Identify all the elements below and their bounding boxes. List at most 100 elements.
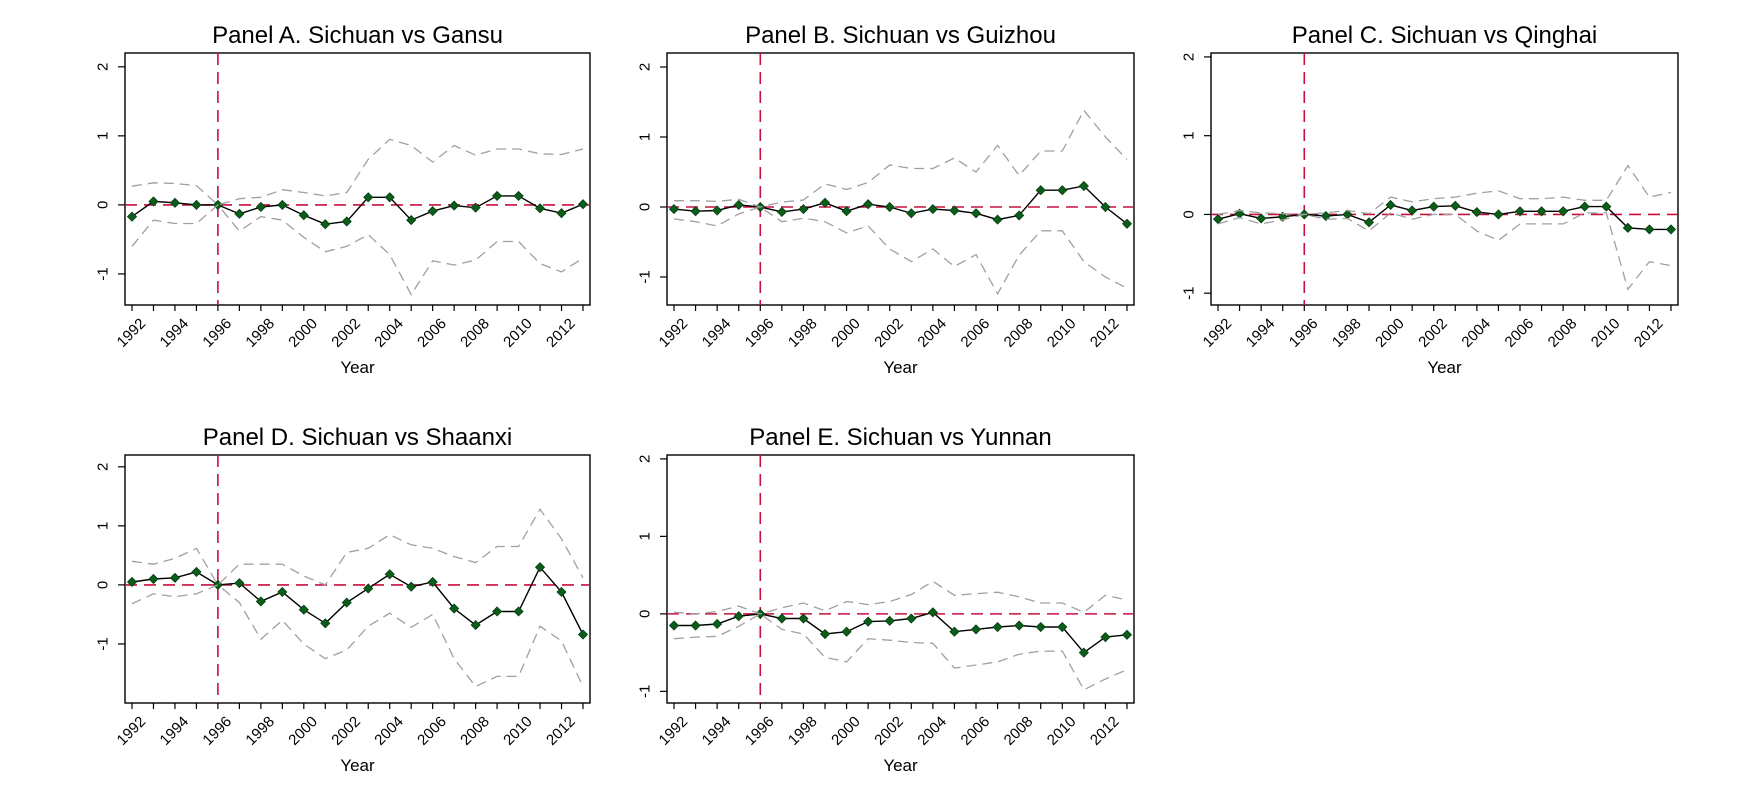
- x-tick-label: 2004: [371, 713, 407, 749]
- estimate-point: [298, 210, 309, 221]
- estimate-point: [277, 199, 288, 210]
- estimate-point: [819, 628, 831, 640]
- x-tick-label: 1996: [742, 315, 778, 351]
- y-tick-label: 2: [95, 63, 112, 71]
- estimate-point: [776, 613, 787, 624]
- x-tick-label: 1992: [656, 315, 692, 351]
- x-axis-label: Year: [1427, 358, 1462, 377]
- y-tick-label: 2: [1181, 53, 1198, 61]
- estimate-point: [841, 206, 852, 217]
- upper-ci-line: [1217, 164, 1672, 216]
- panel-title: Panel C. Sichuan vs Qinghai: [1292, 22, 1598, 49]
- estimate-point: [798, 613, 809, 624]
- estimate-point: [341, 597, 352, 608]
- estimate-point: [1514, 206, 1526, 217]
- y-tick-label: 1: [1181, 132, 1198, 140]
- x-tick-label: 2008: [457, 315, 493, 351]
- estimate-point: [470, 202, 481, 213]
- estimate-point: [1078, 180, 1089, 192]
- x-tick-label: 1994: [699, 713, 735, 749]
- x-tick-label: 1996: [199, 713, 235, 749]
- estimate-point: [927, 204, 938, 215]
- estimate-point: [1100, 201, 1111, 213]
- estimate-point: [577, 629, 589, 640]
- estimate-point: [970, 208, 982, 219]
- x-tick-label: 2010: [500, 713, 536, 749]
- y-tick-label: 1: [95, 522, 112, 530]
- plot-frame: [666, 52, 1135, 306]
- chart-panel-4: Panel D. Sichuan vs Shaanxi -1 0 1 2 1992 1994…: [95, 424, 591, 775]
- x-axis-label: Year: [340, 358, 375, 377]
- estimate-point: [191, 566, 202, 577]
- upper-ci-line: [674, 109, 1128, 208]
- estimate-point: [1363, 217, 1375, 228]
- x-tick-label: 1994: [157, 315, 193, 351]
- y-tick-label: 1: [95, 132, 112, 140]
- estimate-point: [690, 620, 701, 631]
- estimate-point: [277, 586, 288, 598]
- estimate-point: [863, 199, 874, 210]
- x-tick-label: 2010: [1588, 315, 1624, 351]
- estimate-point: [1407, 205, 1418, 216]
- lower-ci-line: [673, 613, 1128, 691]
- x-axis-label: Year: [340, 756, 375, 775]
- y-tick-label: 0: [95, 581, 112, 589]
- estimate-point: [169, 197, 181, 208]
- y-tick-label: -1: [637, 685, 654, 698]
- plot-frame: [124, 52, 591, 306]
- x-tick-label: 2008: [1001, 315, 1037, 351]
- estimate-point: [234, 578, 245, 589]
- y-tick-label: -1: [1181, 287, 1198, 300]
- estimate-point: [841, 626, 852, 637]
- estimate-line: [674, 611, 1128, 654]
- x-tick-label: 1992: [114, 713, 150, 749]
- estimate-point: [406, 581, 417, 592]
- estimate-point: [712, 205, 723, 216]
- estimate-point: [556, 586, 567, 598]
- x-tick-label: 2002: [1415, 315, 1451, 351]
- y-tick-label: 2: [637, 63, 654, 71]
- estimate-point: [1121, 218, 1133, 229]
- estimate-point: [1471, 207, 1482, 218]
- x-tick-label: 2006: [414, 713, 450, 749]
- x-tick-label: 2008: [1545, 315, 1581, 351]
- estimate-point: [513, 190, 524, 201]
- x-tick-label: 2002: [871, 713, 907, 749]
- estimate-point: [126, 576, 138, 588]
- upper-ci-line: [131, 508, 584, 586]
- x-tick-label: 1998: [785, 713, 821, 749]
- x-tick-label: 2004: [914, 315, 950, 351]
- estimate-point: [169, 572, 181, 583]
- estimate-point: [341, 216, 352, 227]
- estimate-point: [992, 214, 1003, 225]
- estimate-point: [148, 573, 159, 585]
- x-tick-label: 2002: [328, 713, 364, 749]
- x-tick-label: 1996: [1286, 315, 1322, 351]
- estimate-point: [363, 583, 374, 594]
- estimate-point: [427, 206, 438, 217]
- x-tick-label: 1992: [1200, 315, 1236, 351]
- plot-frame: [666, 454, 1135, 704]
- x-tick-label: 2004: [371, 315, 407, 351]
- estimate-point: [1320, 210, 1331, 222]
- y-tick-label: 2: [95, 463, 112, 471]
- estimate-point: [668, 204, 680, 215]
- estimate-point: [492, 190, 503, 201]
- estimate-point: [1536, 206, 1547, 217]
- estimate-point: [492, 606, 503, 617]
- estimate-point: [949, 205, 960, 216]
- estimate-point: [1493, 209, 1504, 220]
- lower-ci-line: [131, 584, 584, 688]
- x-tick-label: 2006: [958, 713, 994, 749]
- estimate-point: [1579, 201, 1590, 212]
- lower-ci-line: [673, 206, 1128, 296]
- estimate-point: [255, 201, 266, 213]
- y-tick-label: -1: [95, 637, 112, 650]
- x-tick-label: 2012: [543, 315, 579, 351]
- estimate-point: [776, 206, 787, 217]
- panel-title: Panel D. Sichuan vs Shaanxi: [203, 424, 513, 451]
- x-tick-label: 1994: [699, 315, 735, 351]
- estimate-point: [1428, 201, 1439, 212]
- estimate-point: [534, 562, 546, 573]
